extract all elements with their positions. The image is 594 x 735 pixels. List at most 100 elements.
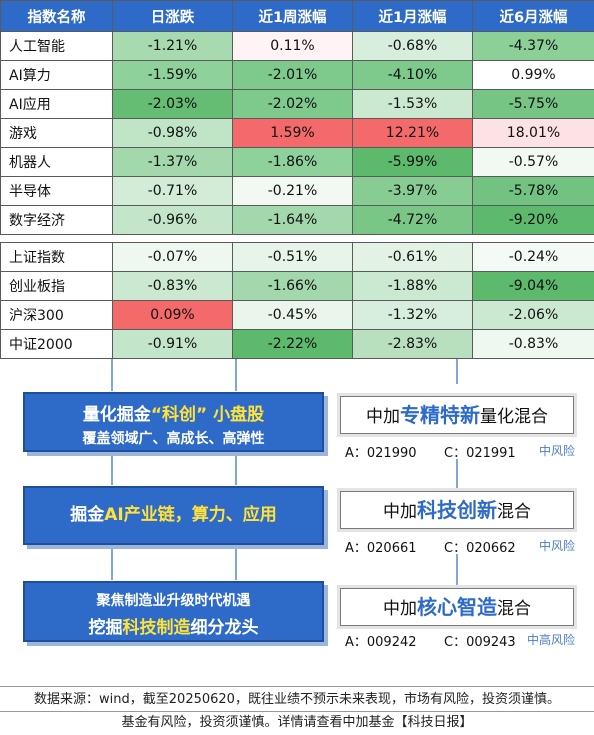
change-value-cell: -9.04% bbox=[472, 271, 594, 301]
change-value-cell: -0.24% bbox=[472, 242, 594, 272]
change-value-cell: -0.07% bbox=[112, 242, 233, 272]
data-source-note: 数据来源：wind，截至20250620，既往业绩不预示未来表现，市场有风险，投… bbox=[0, 686, 594, 711]
table-row: 沪深300 0.09% -0.45% -1.32% -2.06% bbox=[0, 300, 594, 330]
fund-code-c: C：020662 bbox=[444, 541, 516, 556]
theme-box-manufacturing: 聚焦制造业升级时代机遇 挖掘科技制造细分龙头 bbox=[23, 581, 324, 642]
change-value-cell: -1.86% bbox=[232, 147, 353, 177]
table-row: 半导体 -0.71% -0.21% -3.97% -5.78% bbox=[0, 176, 594, 206]
risk-level: 中风险 bbox=[538, 444, 575, 458]
header-index-name: 指数名称 bbox=[0, 0, 113, 32]
connector-line bbox=[456, 554, 458, 586]
table-row: AI算力 -1.59% -2.01% -4.10% 0.99% bbox=[0, 60, 594, 90]
index-name-cell: 人工智能 bbox=[0, 31, 113, 61]
index-name-cell: 游戏 bbox=[0, 118, 113, 148]
change-value-cell: -0.61% bbox=[352, 242, 473, 272]
theme-text: 量化掘金 bbox=[82, 405, 151, 425]
index-name-cell: AI算力 bbox=[0, 60, 113, 90]
table-row: 上证指数 -0.07% -0.51% -0.61% -0.24% bbox=[0, 242, 594, 272]
change-value-cell: -1.37% bbox=[112, 147, 233, 177]
theme-highlight: 小盘股 bbox=[213, 405, 265, 425]
change-value-cell: -0.68% bbox=[352, 31, 473, 61]
fund-name-box[interactable]: 中加专精特新量化混合 bbox=[340, 396, 574, 434]
change-value-cell: 0.99% bbox=[472, 60, 594, 90]
theme-text: 掘金 bbox=[70, 505, 105, 525]
change-value-cell: -0.71% bbox=[112, 176, 233, 206]
change-value-cell: -5.78% bbox=[472, 176, 594, 206]
change-value-cell: -0.96% bbox=[112, 205, 233, 235]
change-value-cell: 0.11% bbox=[232, 31, 353, 61]
theme-highlight: AI产业链，算力、应用 bbox=[104, 505, 277, 525]
fund-code-c: C：009243 bbox=[444, 635, 516, 650]
change-value-cell: 12.21% bbox=[352, 118, 473, 148]
change-value-cell: -1.59% bbox=[112, 60, 233, 90]
change-value-cell: -1.32% bbox=[352, 300, 473, 330]
change-value-cell: -5.99% bbox=[352, 147, 473, 177]
change-value-cell: -2.01% bbox=[232, 60, 353, 90]
change-value-cell: 18.01% bbox=[472, 118, 594, 148]
connector-line bbox=[456, 459, 458, 489]
table-row: 中证2000 -0.91% -2.22% -2.83% -0.83% bbox=[0, 329, 594, 359]
fund-prefix: 中加 bbox=[383, 502, 417, 522]
table-row: 人工智能 -1.21% 0.11% -0.68% -4.37% bbox=[0, 31, 594, 61]
theme-box-sci-tech-small-cap: 量化掘金“科创” 小盘股 覆盖领域广、高成长、高弹性 bbox=[23, 392, 324, 452]
change-value-cell: 1.59% bbox=[232, 118, 353, 148]
change-value-cell: -9.20% bbox=[472, 205, 594, 235]
fund-name-box[interactable]: 中加科技创新混合 bbox=[340, 491, 574, 529]
change-value-cell: -4.37% bbox=[472, 31, 594, 61]
divider-cell bbox=[232, 234, 353, 243]
change-value-cell: -0.98% bbox=[112, 118, 233, 148]
fund-code-a: A：020661 bbox=[345, 541, 417, 556]
divider-cell bbox=[472, 234, 594, 243]
change-value-cell: -0.21% bbox=[232, 176, 353, 206]
change-value-cell: -0.51% bbox=[232, 242, 353, 272]
index-name-cell: 沪深300 bbox=[0, 300, 113, 330]
table-row: 游戏 -0.98% 1.59% 12.21% 18.01% bbox=[0, 118, 594, 148]
theme-box-title: 挖掘科技制造细分龙头 bbox=[25, 613, 322, 638]
connector-line bbox=[235, 359, 237, 391]
table-row: AI应用 -2.03% -2.02% -1.53% -5.75% bbox=[0, 89, 594, 119]
fund-promo-section: 量化掘金“科创” 小盘股 覆盖领域广、高成长、高弹性 掘金AI产业链，算力、应用 … bbox=[0, 359, 594, 685]
fund-prefix: 中加 bbox=[383, 599, 417, 619]
header-6month-change: 近6月涨幅 bbox=[472, 0, 594, 32]
theme-text: 细分龙头 bbox=[190, 618, 259, 638]
change-value-cell: -0.83% bbox=[112, 271, 233, 301]
change-value-cell: -0.91% bbox=[112, 329, 233, 359]
fund-highlight: 核心智造 bbox=[417, 595, 497, 619]
divider-cell bbox=[352, 234, 473, 243]
divider-cell bbox=[112, 234, 233, 243]
fund-code-a: A：021990 bbox=[345, 446, 417, 461]
risk-disclaimer: 基金有风险，投资须谨慎。详情请查看中加基金【科技日报】 bbox=[0, 711, 594, 735]
header-1week-change: 近1周涨幅 bbox=[232, 0, 353, 32]
change-value-cell: -3.97% bbox=[352, 176, 473, 206]
fund-prefix: 中加 bbox=[366, 407, 400, 427]
theme-box-ai-chain: 掘金AI产业链，算力、应用 bbox=[23, 486, 324, 545]
change-value-cell: 0.09% bbox=[112, 300, 233, 330]
change-value-cell: -2.03% bbox=[112, 89, 233, 119]
fund-suffix: 混合 bbox=[497, 502, 531, 522]
index-name-cell: 半导体 bbox=[0, 176, 113, 206]
fund-suffix: 量化混合 bbox=[480, 407, 548, 427]
fund-code-c: C：021991 bbox=[444, 446, 516, 461]
table-row: 创业板指 -0.83% -1.66% -1.88% -9.04% bbox=[0, 271, 594, 301]
change-value-cell: -1.21% bbox=[112, 31, 233, 61]
change-value-cell: -2.06% bbox=[472, 300, 594, 330]
change-value-cell: -5.75% bbox=[472, 89, 594, 119]
change-value-cell: -1.64% bbox=[232, 205, 353, 235]
index-name-cell: 数字经济 bbox=[0, 205, 113, 235]
index-performance-table: 指数名称 日涨跌 近1周涨幅 近1月涨幅 近6月涨幅 人工智能 -1.21% 0.1… bbox=[0, 0, 594, 359]
connector-line bbox=[111, 546, 113, 580]
change-value-cell: -1.66% bbox=[232, 271, 353, 301]
change-value-cell: -2.83% bbox=[352, 329, 473, 359]
index-name-cell: AI应用 bbox=[0, 89, 113, 119]
risk-level: 中风险 bbox=[538, 539, 575, 553]
table-group-divider bbox=[0, 234, 594, 243]
fund-name-box[interactable]: 中加核心智造混合 bbox=[340, 588, 574, 626]
connector-line bbox=[235, 453, 237, 485]
connector-line bbox=[111, 359, 113, 391]
theme-box-subtitle: 聚焦制造业升级时代机遇 bbox=[96, 593, 251, 609]
change-value-cell: -0.83% bbox=[472, 329, 594, 359]
index-name-cell: 中证2000 bbox=[0, 329, 113, 359]
theme-box-title: 量化掘金“科创” 小盘股 bbox=[25, 400, 322, 425]
connector-line bbox=[456, 359, 458, 384]
divider-cell bbox=[0, 234, 113, 243]
